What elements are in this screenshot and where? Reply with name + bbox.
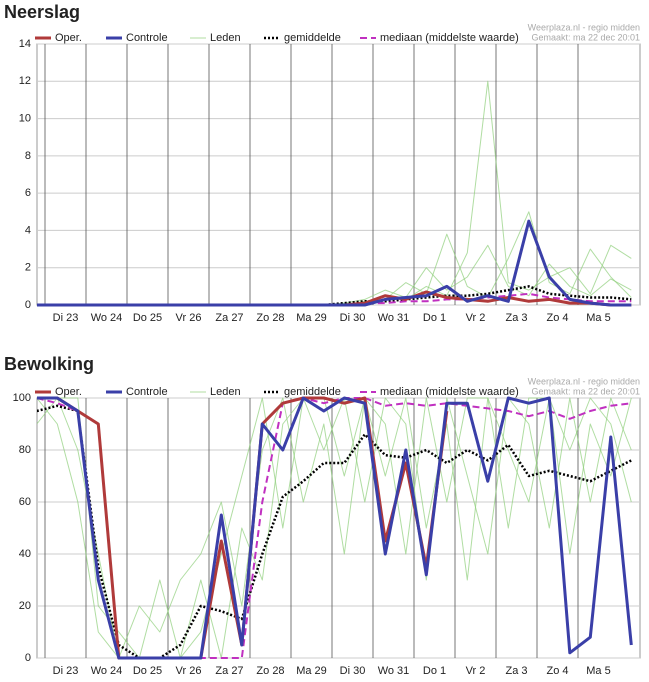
x-tick-label: Za 3: [505, 665, 527, 677]
legend-label: Oper.: [55, 32, 82, 44]
x-tick-label: Za 27: [215, 665, 243, 677]
plot-area: [36, 43, 641, 306]
x-tick-label: Do 1: [423, 665, 446, 677]
x-tick-label: Wo 31: [378, 665, 410, 677]
y-tick-label: 0: [25, 652, 31, 664]
series-group: [37, 80, 632, 307]
series-line: [37, 397, 632, 659]
watermark: Gemaakt: ma 22 dec 20:01: [531, 386, 640, 396]
y-tick-label: 14: [19, 38, 31, 50]
legend-label: mediaan (middelste waarde): [380, 32, 519, 44]
x-tick-label: Vr 2: [466, 665, 486, 677]
y-tick-label: 40: [19, 548, 31, 560]
x-tick-label: Za 3: [505, 312, 527, 324]
x-tick-label: Di 23: [53, 665, 79, 677]
x-tick-label: Do 25: [133, 312, 162, 324]
y-tick-label: 6: [25, 187, 31, 199]
y-tick-label: 8: [25, 150, 31, 162]
legend-label: gemiddelde: [284, 386, 341, 398]
x-tick-label: Do 1: [423, 312, 446, 324]
legend-label: mediaan (middelste waarde): [380, 386, 519, 398]
watermark: Gemaakt: ma 22 dec 20:01: [531, 32, 640, 42]
x-tick-label: Di 30: [340, 312, 366, 324]
watermark: Weerplaza.nl - regio midden: [528, 22, 640, 32]
chart-title: Neerslag: [4, 2, 80, 22]
legend-label: Oper.: [55, 386, 82, 398]
x-tick-label: Vr 26: [176, 665, 202, 677]
series-line: [37, 396, 633, 660]
x-tick-label: Di 30: [340, 665, 366, 677]
y-tick-label: 0: [25, 299, 31, 311]
y-tick-label: 100: [13, 392, 31, 404]
legend-label: Controle: [126, 32, 168, 44]
plot-area: [36, 397, 641, 659]
x-tick-label: Wo 31: [378, 312, 410, 324]
x-tick-label: Vr 26: [176, 312, 202, 324]
y-tick-label: 2: [25, 262, 31, 274]
legend-label: gemiddelde: [284, 32, 341, 44]
x-tick-label: Zo 28: [256, 312, 284, 324]
legend-label: Leden: [210, 386, 241, 398]
y-tick-label: 12: [19, 75, 31, 87]
x-tick-label: Wo 24: [91, 312, 123, 324]
legend-label: Controle: [126, 386, 168, 398]
x-tick-label: Ma 29: [296, 312, 327, 324]
x-tick-label: Vr 2: [466, 312, 486, 324]
chart-title: Bewolking: [4, 354, 94, 374]
y-tick-label: 10: [19, 112, 31, 124]
y-tick-label: 60: [19, 496, 31, 508]
series-line: [37, 219, 632, 307]
x-tick-label: Ma 29: [296, 665, 327, 677]
x-tick-label: Zo 4: [546, 312, 568, 324]
y-tick-label: 4: [25, 224, 31, 236]
y-tick-label: 20: [19, 600, 31, 612]
series-line: [37, 397, 632, 659]
series-line: [37, 404, 632, 660]
series-group: [37, 396, 633, 660]
y-tick-label: 80: [19, 444, 31, 456]
legend-label: Leden: [210, 32, 241, 44]
x-tick-label: Di 23: [53, 312, 79, 324]
x-tick-label: Za 27: [215, 312, 243, 324]
watermark: Weerplaza.nl - regio midden: [528, 376, 640, 386]
x-tick-label: Zo 4: [546, 665, 568, 677]
x-tick-label: Zo 28: [256, 665, 284, 677]
x-tick-label: Ma 5: [586, 665, 610, 677]
x-tick-label: Ma 5: [586, 312, 610, 324]
x-tick-label: Wo 24: [91, 665, 123, 677]
x-tick-label: Do 25: [133, 665, 162, 677]
